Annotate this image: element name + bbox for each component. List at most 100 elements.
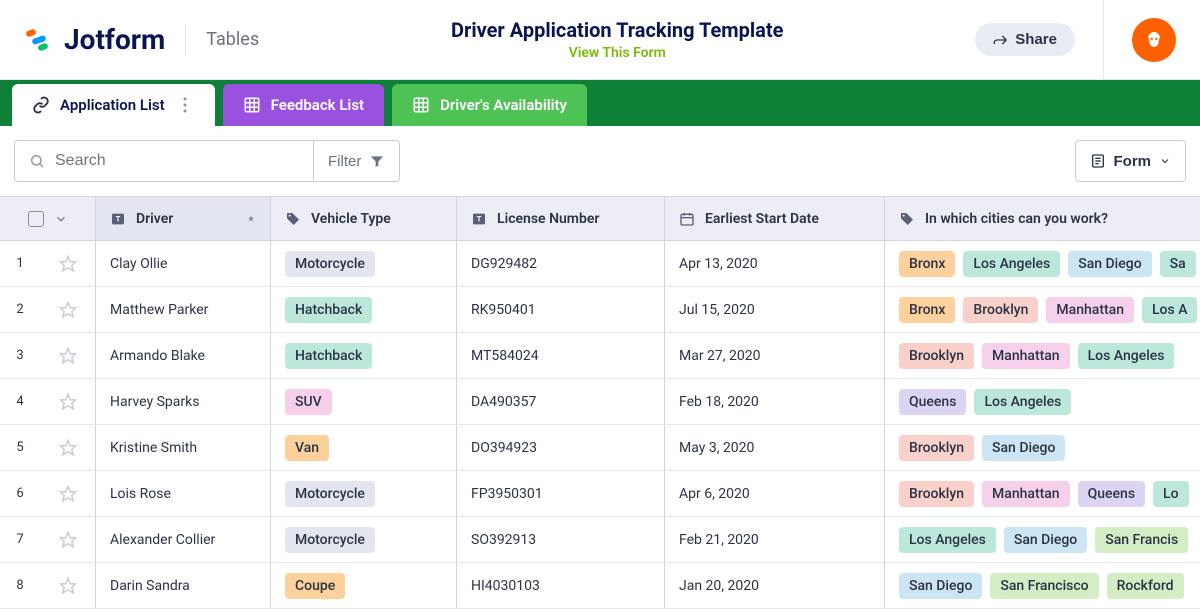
column-earliest-start-date[interactable]: Earliest Start Date: [665, 197, 885, 240]
chevron-down-icon[interactable]: [54, 212, 68, 226]
table-row[interactable]: 4Harvey SparksSUVDA490357Feb 18, 2020Que…: [0, 379, 1200, 425]
table-row[interactable]: 6 Lois RoseMotorcycleFP3950301Apr 6, 2020…: [0, 471, 1200, 517]
select-all-checkbox[interactable]: [28, 211, 44, 227]
table-row[interactable]: 1Clay OllieMotorcycleDG929482Apr 13, 202…: [0, 241, 1200, 287]
cell-driver[interactable]: Alexander Collier: [96, 517, 271, 562]
star-icon: [59, 301, 77, 319]
cell-vehicle-type[interactable]: Motorcycle: [271, 471, 457, 516]
cell-driver[interactable]: Harvey Sparks: [96, 379, 271, 424]
cell-vehicle-type[interactable]: Hatchback: [271, 333, 457, 378]
view-form-link[interactable]: View This Form: [569, 45, 666, 61]
city-chip: Brooklyn: [899, 435, 974, 461]
column-license-number[interactable]: T License Number: [457, 197, 665, 240]
star-toggle[interactable]: [40, 333, 96, 378]
table-row[interactable]: 5Kristine SmithVanDO394923May 3, 2020Bro…: [0, 425, 1200, 471]
cell-start-date[interactable]: Jul 15, 2020: [665, 287, 885, 332]
filter-icon: [369, 153, 385, 169]
city-chip: San Diego: [899, 573, 982, 599]
select-all-header[interactable]: [0, 197, 96, 240]
app-header: Jotform Tables Driver Application Tracki…: [0, 0, 1200, 80]
cell-driver[interactable]: Lois Rose: [96, 471, 271, 516]
city-chip: Manhattan: [982, 343, 1070, 369]
tab-label: Driver's Availability: [440, 96, 567, 114]
cell-vehicle-type[interactable]: Coupe: [271, 563, 457, 608]
column-vehicle-type[interactable]: Vehicle Type: [271, 197, 457, 240]
star-toggle[interactable]: [40, 379, 96, 424]
tab-application-list[interactable]: Application List: [12, 84, 215, 126]
share-button[interactable]: Share: [975, 23, 1075, 56]
city-chip: San Francisco: [990, 573, 1098, 599]
toolbar: Filter Form: [0, 126, 1200, 196]
cell-cities[interactable]: BrooklynManhattanLos Angeles: [885, 333, 1200, 378]
cell-license-number[interactable]: MT584024: [457, 333, 665, 378]
cell-driver[interactable]: Clay Ollie: [96, 241, 271, 286]
column-cities[interactable]: In which cities can you work?: [885, 197, 1200, 240]
cell-cities[interactable]: BronxLos AngelesSan DiegoSa: [885, 241, 1200, 286]
vehicle-chip: Van: [285, 435, 329, 461]
cell-cities[interactable]: BronxBrooklynManhattanLos A: [885, 287, 1200, 332]
cell-driver[interactable]: Armando Blake: [96, 333, 271, 378]
city-chip: Los Angeles: [963, 251, 1060, 277]
table-row[interactable]: 3 Armando BlakeHatchbackMT584024Mar 27, 2…: [0, 333, 1200, 379]
tab-drivers-availability[interactable]: Driver's Availability: [392, 84, 587, 126]
cell-driver[interactable]: Kristine Smith: [96, 425, 271, 470]
cell-start-date[interactable]: Feb 21, 2020: [665, 517, 885, 562]
cell-license-number[interactable]: SO392913: [457, 517, 665, 562]
cell-license-number[interactable]: RK950401: [457, 287, 665, 332]
city-chip: Queens: [899, 389, 966, 415]
city-chip: Bronx: [899, 297, 955, 323]
avatar[interactable]: [1132, 18, 1176, 62]
cell-license-number[interactable]: DO394923: [457, 425, 665, 470]
star-toggle[interactable]: [40, 563, 96, 608]
cell-cities[interactable]: San DiegoSan FranciscoRockford: [885, 563, 1200, 608]
vehicle-chip: Motorcycle: [285, 251, 375, 277]
logo[interactable]: Jotform: [24, 23, 165, 56]
cell-start-date[interactable]: Jan 20, 2020: [665, 563, 885, 608]
cell-driver[interactable]: Darin Sandra: [96, 563, 271, 608]
table-row[interactable]: 7Alexander CollierMotorcycleSO392913Feb …: [0, 517, 1200, 563]
star-icon: [59, 393, 77, 411]
pin-icon[interactable]: [244, 212, 258, 226]
filter-button[interactable]: Filter: [314, 140, 400, 182]
row-number: 4: [0, 379, 40, 424]
cell-start-date[interactable]: Mar 27, 2020: [665, 333, 885, 378]
cell-vehicle-type[interactable]: SUV: [271, 379, 457, 424]
tag-icon: [285, 211, 301, 227]
row-number: 6: [0, 471, 40, 516]
cell-vehicle-type[interactable]: Hatchback: [271, 287, 457, 332]
vehicle-chip: Coupe: [285, 573, 345, 599]
cell-driver[interactable]: Matthew Parker: [96, 287, 271, 332]
cell-cities[interactable]: BrooklynSan Diego: [885, 425, 1200, 470]
table-row[interactable]: 2Matthew ParkerHatchbackRK950401Jul 15, …: [0, 287, 1200, 333]
star-toggle[interactable]: [40, 471, 96, 516]
search-box[interactable]: [14, 140, 314, 182]
column-driver[interactable]: T Driver: [96, 197, 271, 240]
star-toggle[interactable]: [40, 241, 96, 286]
star-toggle[interactable]: [40, 517, 96, 562]
star-toggle[interactable]: [40, 425, 96, 470]
tab-menu-icon[interactable]: [175, 97, 195, 113]
avatar-icon: [1140, 26, 1168, 54]
search-input[interactable]: [55, 152, 299, 170]
row-number: 3: [0, 333, 40, 378]
tab-feedback-list[interactable]: Feedback List: [223, 84, 384, 126]
cell-license-number[interactable]: FP3950301: [457, 471, 665, 516]
table-header-row: T Driver Vehicle Type T License Number E…: [0, 197, 1200, 241]
cell-license-number[interactable]: DA490357: [457, 379, 665, 424]
cell-start-date[interactable]: Apr 6, 2020: [665, 471, 885, 516]
cell-cities[interactable]: QueensLos Angeles: [885, 379, 1200, 424]
cell-cities[interactable]: BrooklynManhattanQueensLo: [885, 471, 1200, 516]
cell-start-date[interactable]: Feb 18, 2020: [665, 379, 885, 424]
cell-license-number[interactable]: DG929482: [457, 241, 665, 286]
cell-vehicle-type[interactable]: Motorcycle: [271, 517, 457, 562]
cell-vehicle-type[interactable]: Van: [271, 425, 457, 470]
cell-start-date[interactable]: May 3, 2020: [665, 425, 885, 470]
form-view-button[interactable]: Form: [1075, 140, 1187, 182]
tab-label: Application List: [60, 96, 165, 114]
cell-license-number[interactable]: HI4030103: [457, 563, 665, 608]
cell-start-date[interactable]: Apr 13, 2020: [665, 241, 885, 286]
star-toggle[interactable]: [40, 287, 96, 332]
cell-cities[interactable]: Los AngelesSan DiegoSan Francis: [885, 517, 1200, 562]
table-row[interactable]: 8Darin SandraCoupeHI4030103Jan 20, 2020S…: [0, 563, 1200, 609]
cell-vehicle-type[interactable]: Motorcycle: [271, 241, 457, 286]
